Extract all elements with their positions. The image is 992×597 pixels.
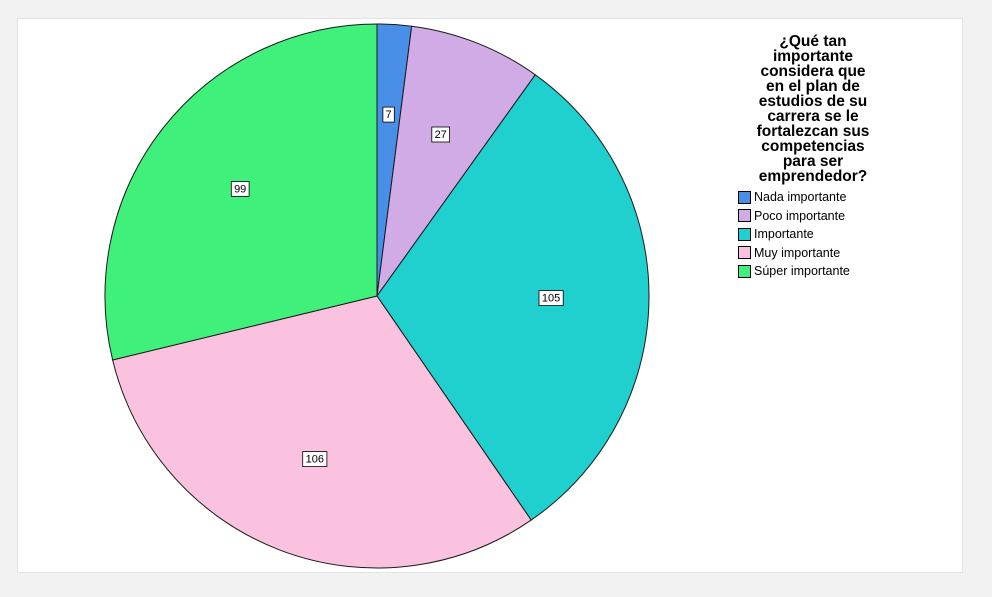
- data-label-text: 105: [542, 293, 560, 305]
- legend-label: Súper importante: [754, 264, 850, 279]
- legend-item-poco-importante: Poco importante: [738, 207, 938, 226]
- data-label-box: [382, 106, 395, 123]
- legend-items: Nada importante Poco importante Importan…: [738, 188, 938, 281]
- legend-item-muy-importante: Muy importante: [738, 244, 938, 263]
- legend-item-importante: Importante: [738, 225, 938, 244]
- data-label-box: [538, 290, 564, 307]
- legend-swatch: [738, 246, 751, 260]
- data-label: 106: [302, 451, 328, 468]
- data-label-text: 99: [234, 183, 246, 195]
- pie-slice-importante: [376, 74, 650, 521]
- data-label-text: 106: [306, 454, 324, 466]
- legend-item-nada-importante: Nada importante: [738, 188, 938, 207]
- data-label: 27: [431, 126, 450, 143]
- legend-label: Nada importante: [754, 190, 847, 205]
- legend-title: ¿Qué tan importante considera que en el …: [756, 33, 870, 185]
- legend-swatch: [738, 227, 751, 241]
- chart-frame: 7 27 105 106 99 ¿Qué tan importante consider…: [17, 18, 963, 573]
- data-label-box: [302, 451, 328, 468]
- legend-label: Muy importante: [754, 245, 841, 260]
- pie-chart: 7 27 105 106 99: [104, 23, 650, 569]
- legend-swatch: [738, 264, 751, 278]
- legend-label: Importante: [754, 227, 814, 242]
- data-label-text: 7: [386, 109, 392, 121]
- legend-swatch: [738, 190, 751, 204]
- legend-item-super-importante: Súper importante: [738, 262, 938, 281]
- legend-swatch: [738, 209, 751, 223]
- pie-slice-poco-importante: [376, 25, 536, 297]
- data-label: 105: [538, 290, 564, 307]
- data-label: 7: [382, 106, 395, 123]
- legend-label: Poco importante: [754, 208, 846, 223]
- data-label-text: 27: [435, 129, 447, 141]
- data-label: 99: [230, 180, 250, 197]
- legend: ¿Qué tan importante considera que en el …: [738, 34, 938, 281]
- pie-slice-muy-importante: [112, 295, 532, 569]
- data-label-box: [230, 180, 250, 197]
- data-label-box: [431, 126, 450, 143]
